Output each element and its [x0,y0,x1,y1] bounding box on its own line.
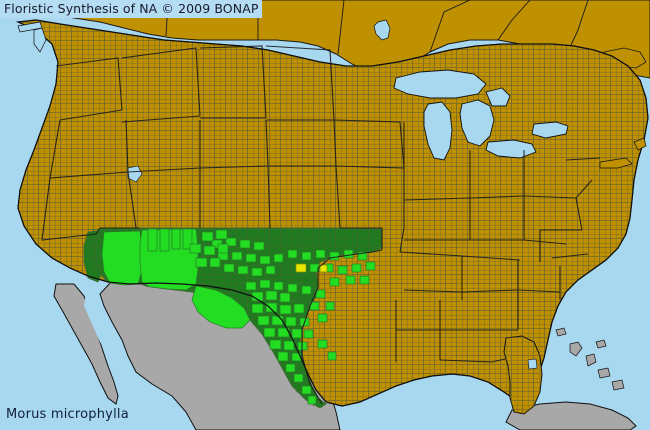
lake-huron [459,99,495,147]
arizona-bright-green-counties [101,230,143,286]
trans-pecos-bright-green-counties [191,285,251,329]
south-texas-counties [293,339,337,405]
yellow-county-oklahoma-2 [319,264,328,273]
cuba-landmass [505,401,637,430]
us-coastline-outline [15,19,649,407]
great-lakes-group [393,69,569,161]
long-island [599,157,633,169]
lake-michigan [423,101,453,161]
yellow-county-oklahoma-1 [295,263,307,273]
texas-edwards-plateau-counties [245,279,335,373]
northeast-coastal-details [599,137,647,169]
georgian-bay [485,87,511,107]
pacific-northwest-coastal-details [17,21,47,53]
texas-panhandle-counties [211,237,376,287]
lake-superior [393,69,487,99]
strait-of-juan-de-fuca [17,21,43,33]
new-mexico-north-county-stripes [147,228,193,252]
southern-colorado-kansas-counties [189,229,229,268]
state-border-overlay [41,45,601,405]
lake-winnipeg [373,19,391,41]
lake-ontario [531,121,569,139]
bahamas-islands [555,327,625,391]
gulf-of-california [84,292,134,392]
cape-cod [633,137,647,151]
map-title-banner: Floristic Synthesis of NA © 2009 BONAP [0,0,263,18]
great-salt-lake [127,165,143,183]
florida-county-texture [504,336,542,414]
species-name-label: Morus microphylla [6,407,129,422]
lake-okeechobee [527,358,538,370]
rare-county-yellow-group [295,263,328,273]
county-present-bright-green-group [101,228,376,405]
